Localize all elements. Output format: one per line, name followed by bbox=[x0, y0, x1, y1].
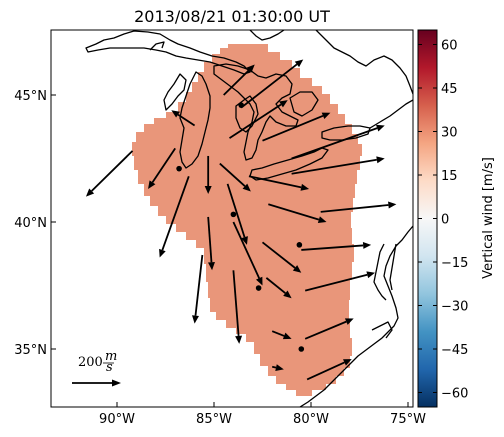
wind-vector bbox=[232, 270, 243, 344]
colorbar-tick-label: −60 bbox=[441, 387, 468, 402]
x-tick-label: 80°W bbox=[293, 412, 329, 427]
wind-vector bbox=[291, 124, 385, 160]
colorbar-tick-label: 45 bbox=[441, 82, 458, 97]
colorbar-tick-label: −45 bbox=[441, 343, 468, 358]
wind-vector bbox=[226, 183, 248, 245]
map-frame bbox=[50, 29, 414, 408]
wind-vector bbox=[306, 359, 352, 381]
wind-vector bbox=[219, 162, 251, 192]
station-dot bbox=[296, 242, 303, 248]
wind-vector bbox=[192, 254, 204, 324]
delmarva bbox=[389, 243, 397, 291]
wind-vector bbox=[207, 216, 215, 271]
x-tick-label: 90°W bbox=[99, 412, 135, 427]
wind-vector bbox=[204, 155, 212, 195]
colorbar-ticks: 60 45 30 15 0 −15 −30 −45 −60 bbox=[418, 39, 468, 402]
wind-vector bbox=[159, 175, 190, 258]
station-dots bbox=[176, 102, 305, 352]
wind-vector bbox=[229, 100, 288, 139]
wind-field-domain bbox=[132, 44, 362, 396]
wind-vector bbox=[291, 156, 385, 175]
wind-vectors bbox=[85, 59, 397, 381]
x-tick-label: 85°W bbox=[196, 412, 232, 427]
wind-vector bbox=[223, 64, 255, 96]
reference-vector-magnitude: 200 bbox=[78, 355, 103, 370]
wind-vector bbox=[248, 175, 310, 191]
wind-vector bbox=[171, 110, 196, 127]
northeast-coast bbox=[315, 30, 413, 95]
chesapeake-bay bbox=[373, 243, 387, 301]
georgian-bay bbox=[289, 91, 319, 117]
station-dot bbox=[255, 285, 262, 291]
x-tick-label: 75°W bbox=[390, 412, 426, 427]
station-dot bbox=[176, 165, 182, 172]
station-dot bbox=[298, 346, 305, 352]
wind-vector bbox=[304, 318, 354, 340]
colorbar-tick-label: 0 bbox=[441, 213, 449, 228]
y-tick-label: 45°N bbox=[14, 89, 47, 104]
st-lawrence bbox=[369, 99, 413, 129]
colorbar-tick-label: 30 bbox=[441, 126, 458, 141]
x-axis-ticks: 90°W 85°W 80°W 75°W bbox=[99, 402, 426, 427]
wind-vector bbox=[148, 147, 176, 189]
colorbar-tick-label: 15 bbox=[441, 169, 458, 184]
y-tick-label: 40°N bbox=[14, 216, 47, 231]
y-axis-ticks: 45°N 40°N 35°N bbox=[14, 89, 56, 358]
wind-vector bbox=[301, 241, 372, 251]
colorbar-tick-label: 60 bbox=[441, 39, 458, 54]
colorbar-tick-label: −15 bbox=[441, 256, 468, 271]
colorbar-label: Vertical wind [m/s] bbox=[481, 157, 496, 279]
lake-michigan-shore bbox=[163, 71, 211, 169]
wind-vector bbox=[240, 59, 304, 109]
wind-vector bbox=[304, 271, 376, 292]
wind-vector bbox=[268, 203, 327, 224]
michigan-thumb bbox=[235, 95, 259, 133]
wind-vector bbox=[271, 330, 292, 340]
keweenaw bbox=[149, 41, 165, 51]
lake-ontario-shore bbox=[321, 125, 371, 141]
colorbar-tick-label: −30 bbox=[441, 300, 468, 315]
station-dot bbox=[230, 211, 237, 218]
plot-title: 2013/08/21 01:30:00 UT bbox=[134, 7, 330, 26]
atlantic-coast bbox=[299, 225, 413, 407]
wind-vector bbox=[261, 241, 302, 273]
ontario-north bbox=[249, 30, 285, 41]
wind-vector bbox=[232, 221, 263, 286]
reference-vector-unit-num: m bbox=[105, 349, 117, 364]
wind-vector bbox=[272, 364, 284, 372]
wind-vector bbox=[262, 112, 331, 142]
wind-vector bbox=[85, 150, 134, 197]
wind-vector bbox=[320, 201, 397, 213]
lake-superior-shore bbox=[85, 30, 251, 75]
wind-vector bbox=[265, 277, 292, 299]
y-tick-label: 35°N bbox=[14, 343, 47, 358]
station-dot bbox=[238, 102, 244, 108]
lake-huron-shore bbox=[213, 63, 299, 161]
wind-field-layer bbox=[132, 44, 362, 396]
pamlico-sound bbox=[371, 321, 393, 339]
reference-vector-key: 200 m s bbox=[72, 349, 121, 387]
reference-vector-unit-den: s bbox=[106, 360, 113, 375]
